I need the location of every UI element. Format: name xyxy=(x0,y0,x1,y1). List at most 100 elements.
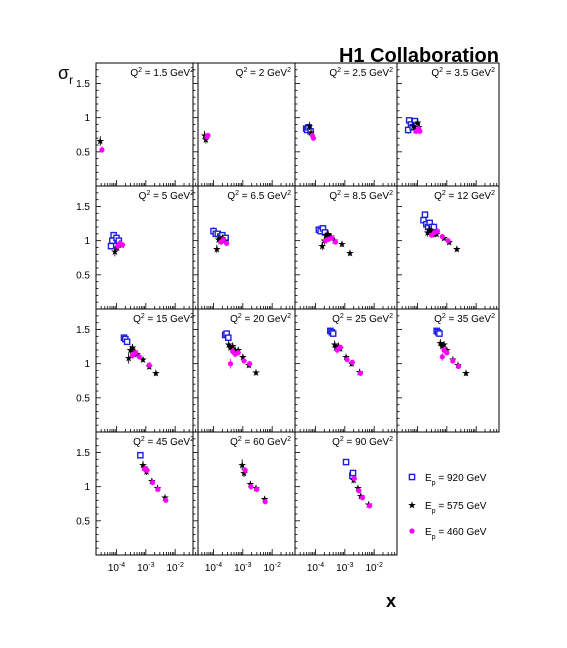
marker-460 xyxy=(227,361,234,367)
data-point-575: ★ xyxy=(212,244,221,255)
data-point-575: ★ xyxy=(139,355,148,366)
marker-460 xyxy=(439,354,445,360)
marker-920 xyxy=(436,330,443,337)
q2-exponent: 2 xyxy=(243,67,247,74)
marker-460 xyxy=(146,362,152,368)
data-point-575: ★ xyxy=(226,343,235,354)
panel-q2-15: Q2 = 15 GeV2★★★★★★★★ xyxy=(95,308,199,433)
data-point-920 xyxy=(342,458,350,466)
data-point-460 xyxy=(439,233,445,240)
marker-575: ★ xyxy=(438,341,447,352)
marker-460 xyxy=(351,475,357,482)
legend-item-920: Ep = 920 GeV xyxy=(408,473,487,487)
data-point-460 xyxy=(450,358,456,364)
data-point-575: ★ xyxy=(425,225,434,236)
unit-exponent: 2 xyxy=(190,67,194,74)
data-point-575: ★ xyxy=(128,343,137,354)
data-point-460 xyxy=(310,135,317,141)
data-point-920 xyxy=(436,330,443,337)
marker-575: ★ xyxy=(124,354,133,365)
marker-460 xyxy=(445,238,451,244)
marker-460 xyxy=(149,479,156,486)
data-point-460 xyxy=(224,240,230,247)
y-tick-label: 0.5 xyxy=(76,147,90,158)
data-point-920 xyxy=(430,223,438,231)
data-point-460 xyxy=(227,358,234,369)
q2-symbol: Q xyxy=(434,191,442,202)
data-point-920 xyxy=(421,211,429,219)
panel-label: Q2 = 12 GeV2 xyxy=(434,190,495,202)
data-point-575: ★ xyxy=(124,352,133,365)
unit-exponent: 2 xyxy=(287,190,291,197)
marker-575: ★ xyxy=(413,118,422,129)
data-point-460 xyxy=(367,503,373,509)
data-point-920 xyxy=(225,334,232,342)
panel-q2-2_5: Q2 = 2.5 GeV2★★ xyxy=(294,62,398,187)
data-point-575: ★ xyxy=(436,339,445,350)
legend-label: Ep = 920 GeV xyxy=(425,473,487,487)
marker-575: ★ xyxy=(133,350,142,361)
unit-exponent: 2 xyxy=(491,313,495,320)
y-axis-subscript: r xyxy=(69,73,73,87)
q2-symbol: Q xyxy=(139,191,147,202)
data-point-460 xyxy=(241,358,247,364)
panel-label: Q2 = 8.5 GeV2 xyxy=(329,190,393,202)
marker-575: ★ xyxy=(228,341,237,352)
q2-value: = 45 GeV xyxy=(145,437,191,448)
q2-value: = 20 GeV xyxy=(242,314,288,325)
q2-symbol: Q xyxy=(227,191,235,202)
marker-575: ★ xyxy=(305,121,314,132)
marker-575: ★ xyxy=(240,469,249,480)
marker-575: ★ xyxy=(324,229,333,240)
marker-575: ★ xyxy=(220,236,229,247)
data-point-460 xyxy=(220,236,227,243)
marker-460 xyxy=(455,363,462,369)
panel-frame xyxy=(192,185,296,310)
q2-value: = 12 GeV xyxy=(446,191,492,202)
data-point-460 xyxy=(205,132,211,139)
unit-exponent: 2 xyxy=(389,190,393,197)
data-point-460 xyxy=(332,239,339,245)
marker-575: ★ xyxy=(462,369,471,380)
y-tick-label: 1.5 xyxy=(76,448,90,459)
panel-label: Q2 = 20 GeV2 xyxy=(230,313,291,325)
q2-symbol: Q xyxy=(434,314,442,325)
x-tick-label: 10-3 xyxy=(336,562,353,574)
q2-value: = 25 GeV xyxy=(344,314,390,325)
panel-q2-45: Q2 = 45 GeV2★★★★★★ xyxy=(95,431,199,556)
y-axis-symbol: σ xyxy=(58,63,69,83)
marker-460 xyxy=(254,486,260,492)
marker-575: ★ xyxy=(445,238,454,249)
marker-460 xyxy=(329,235,335,241)
q2-exponent: 2 xyxy=(442,313,446,320)
y-tick-label: 1.5 xyxy=(76,202,90,213)
marker-575: ★ xyxy=(128,343,137,354)
q2-value: = 60 GeV xyxy=(242,437,288,448)
data-point-575: ★ xyxy=(251,368,260,379)
q2-exponent: 2 xyxy=(138,67,142,74)
data-point-460 xyxy=(119,242,126,248)
panel-frame xyxy=(192,62,296,187)
data-point-575: ★ xyxy=(409,121,418,132)
marker-575: ★ xyxy=(436,339,445,350)
marker-460 xyxy=(235,350,241,356)
unit-exponent: 2 xyxy=(389,436,393,443)
legend: Ep = 920 GeV ★ Ep = 575 GeV Ep = 460 GeV xyxy=(408,473,487,541)
data-point-460 xyxy=(455,363,462,370)
unit-exponent: 2 xyxy=(190,436,194,443)
q2-exponent: 2 xyxy=(340,436,344,443)
marker-575: ★ xyxy=(224,340,233,351)
q2-exponent: 2 xyxy=(238,436,242,443)
marker-575: ★ xyxy=(139,460,148,471)
data-point-460 xyxy=(248,483,254,490)
legend-label: Ep = 460 GeV xyxy=(425,527,487,541)
marker-575: ★ xyxy=(110,247,119,258)
data-point-460 xyxy=(99,146,105,154)
marker-460 xyxy=(417,128,423,134)
panel-q2-12: Q2 = 12 GeV2★★★★★★★★ xyxy=(396,185,500,310)
marker-575: ★ xyxy=(409,121,418,132)
marker-460 xyxy=(262,499,268,505)
panel-grid: Q2 = 1.5 GeV2★Q2 = 2 GeV2★★Q2 = 2.5 GeV2… xyxy=(76,62,500,574)
marker-460 xyxy=(133,350,139,356)
marker-460 xyxy=(356,488,362,494)
